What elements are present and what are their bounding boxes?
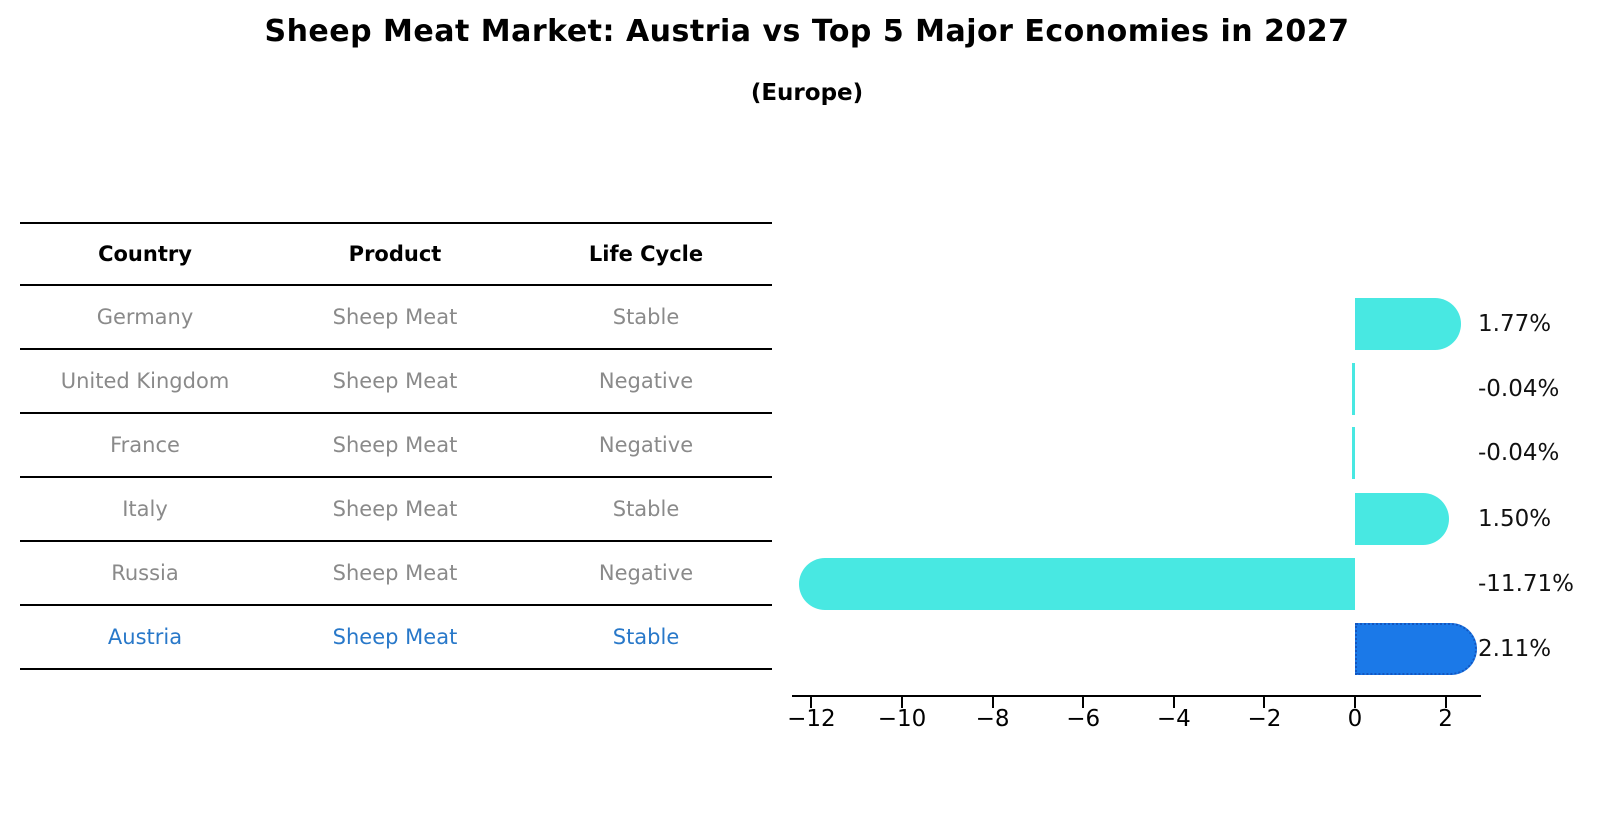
value-label-united-kingdom: -0.04% — [1478, 376, 1560, 402]
cell-country: Austria — [107, 625, 183, 649]
cell-country: Italy — [122, 497, 168, 521]
cell-life-cycle: Negative — [598, 433, 694, 457]
cell-country: Russia — [111, 561, 179, 585]
table-row-united-kingdom: United Kingdom Sheep Meat Negative — [20, 350, 772, 414]
table-row-germany: Germany Sheep Meat Stable — [20, 286, 772, 350]
value-label-germany: 1.77% — [1478, 311, 1552, 337]
value-label-austria: 2.11% — [1478, 636, 1552, 662]
x-tick-mark — [1172, 697, 1175, 708]
cell-country: United Kingdom — [60, 369, 230, 393]
x-tick-mark — [901, 697, 903, 708]
table-row-austria: Austria Sheep Meat Stable — [20, 606, 772, 670]
x-axis-line — [792, 695, 1481, 697]
cell-life-cycle: Negative — [598, 561, 694, 585]
bar-italy — [1355, 493, 1449, 545]
value-label-russia: -11.71% — [1478, 571, 1574, 597]
x-tick-mark — [1082, 697, 1085, 708]
table-header-row: Country Product Life Cycle — [20, 224, 772, 286]
x-tick-mark — [1263, 697, 1266, 708]
cell-product: Sheep Meat — [332, 433, 458, 457]
table-row-france: France Sheep Meat Negative — [20, 414, 772, 478]
bar-united-kingdom — [1352, 363, 1355, 415]
x-tick-label: −12 — [787, 706, 836, 732]
x-tick-label: 2 — [1438, 706, 1453, 732]
x-tick-label: 0 — [1347, 706, 1363, 732]
x-tick-mark — [1354, 697, 1356, 708]
x-tick-mark — [1444, 697, 1447, 708]
x-tick-mark — [810, 697, 813, 708]
bar-austria — [1355, 623, 1477, 675]
column-header-product: Product — [348, 242, 442, 266]
x-tick-label: −10 — [877, 706, 927, 732]
cell-product: Sheep Meat — [332, 497, 458, 521]
x-tick-label: −2 — [1247, 706, 1282, 732]
value-label-italy: 1.50% — [1478, 506, 1552, 532]
x-tick-mark — [991, 697, 994, 708]
bar-germany — [1355, 298, 1462, 350]
column-header-life-cycle: Life Cycle — [588, 242, 704, 266]
value-label-france: -0.04% — [1478, 440, 1560, 466]
table-row-russia: Russia Sheep Meat Negative — [20, 542, 772, 606]
table-row-italy: Italy Sheep Meat Stable — [20, 478, 772, 542]
column-header-country: Country — [98, 242, 192, 266]
cell-product: Sheep Meat — [332, 369, 458, 393]
chart-subtitle: (Europe) — [750, 80, 864, 106]
cell-life-cycle: Stable — [612, 625, 680, 649]
table-body: Germany Sheep Meat Stable United Kingdom She… — [20, 286, 772, 670]
cell-product: Sheep Meat — [332, 625, 458, 649]
cell-product: Sheep Meat — [332, 561, 458, 585]
x-tick-label: −8 — [975, 706, 1010, 732]
cell-product: Sheep Meat — [332, 305, 458, 329]
cell-life-cycle: Stable — [612, 305, 680, 329]
bar-france — [1352, 427, 1355, 479]
cell-country: Germany — [96, 305, 194, 329]
chart-title: Sheep Meat Market: Austria vs Top 5 Majo… — [264, 14, 1350, 49]
cell-country: France — [110, 433, 180, 457]
cell-life-cycle: Negative — [598, 369, 694, 393]
x-tick-label: −6 — [1066, 706, 1101, 732]
cell-life-cycle: Stable — [612, 497, 680, 521]
x-tick-label: −4 — [1156, 706, 1191, 732]
country-info-table: Country Product Life Cycle Germany Sheep … — [20, 222, 772, 670]
bar-russia — [798, 558, 1355, 610]
